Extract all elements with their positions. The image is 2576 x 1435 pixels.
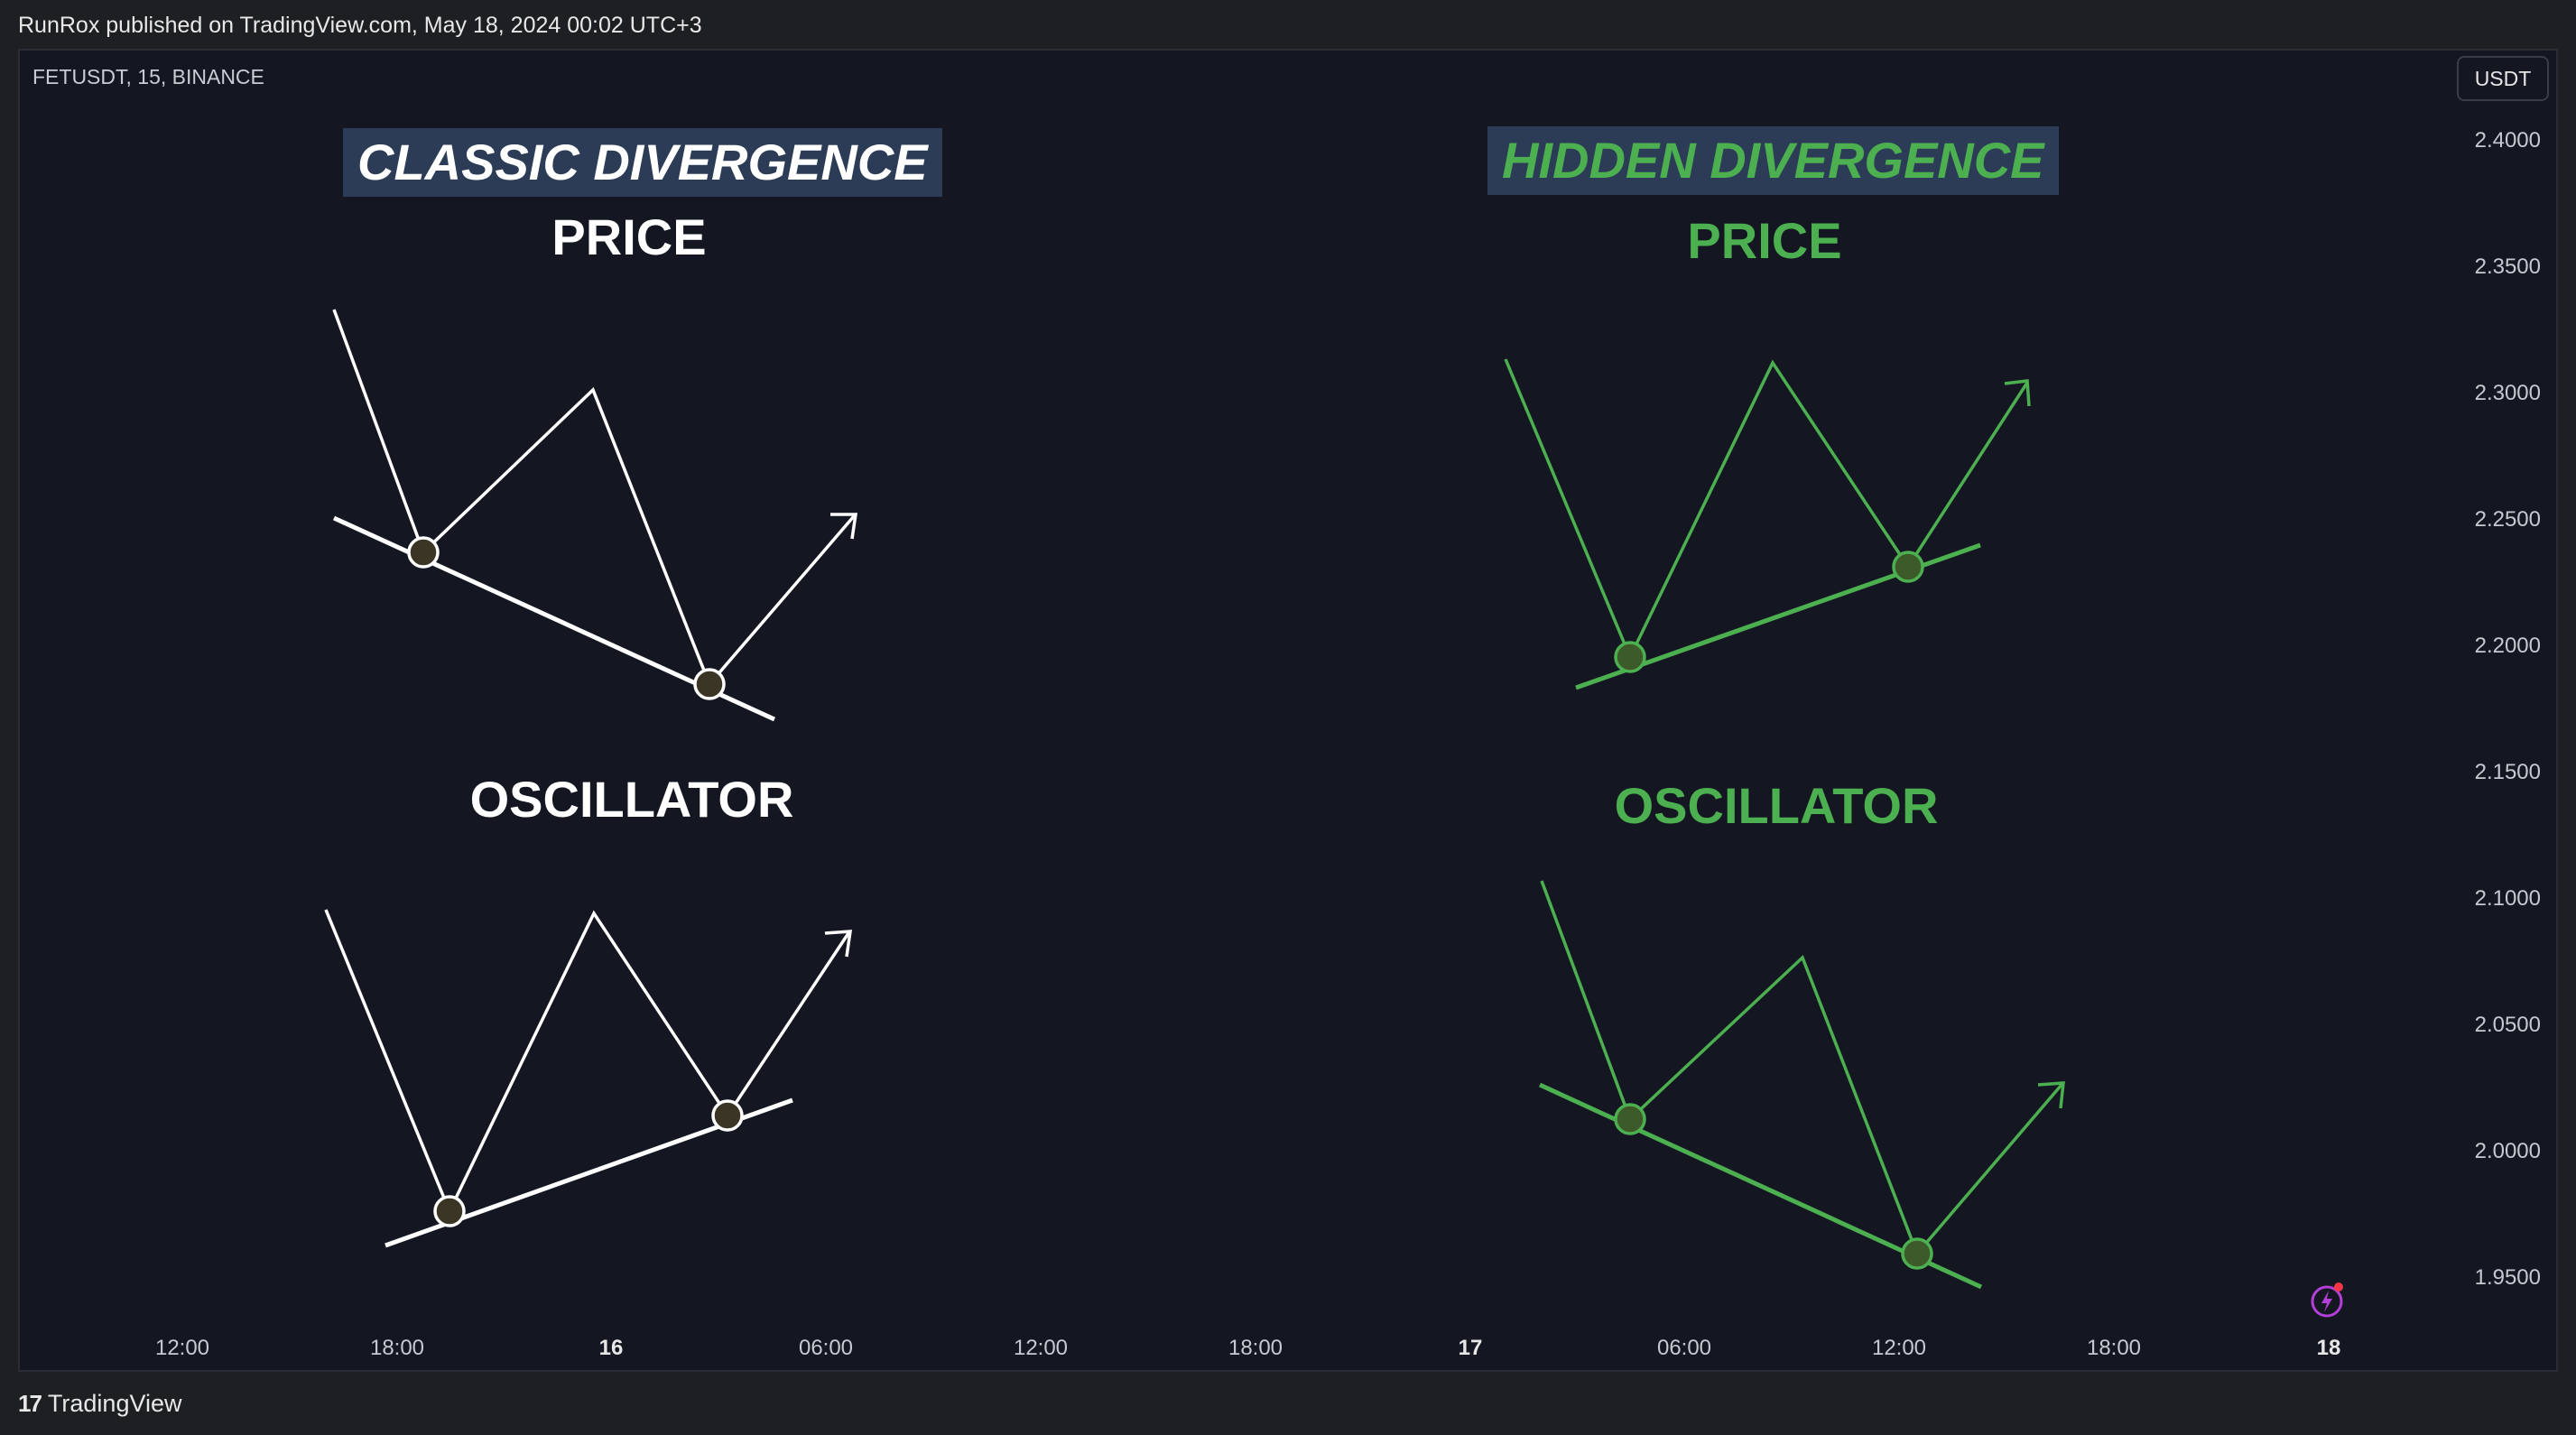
footer-bar	[0, 1372, 2576, 1435]
footer-brand: TradingView	[47, 1390, 182, 1417]
hidden-price-drawing	[1504, 358, 2031, 690]
time-axis-label: 12:00	[1013, 1336, 1069, 1360]
hidden-oscillator-drawing	[1538, 880, 2065, 1290]
currency-button[interactable]: USDT	[2457, 56, 2549, 101]
time-axis-label: 18:00	[2086, 1336, 2142, 1360]
tradingview-logo[interactable]: 17 TradingView	[18, 1390, 182, 1418]
symbol-label[interactable]: FETUSDT, 15, BINANCE	[32, 65, 264, 88]
time-axis-label: 18:00	[369, 1336, 425, 1360]
hidden-price-zigzag	[1504, 358, 2029, 662]
time-axis-label: 17	[1458, 1336, 1483, 1360]
hidden-oscillator-pivot-1	[1614, 1103, 1646, 1135]
published-info: RunRox published on TradingView.com, May…	[18, 13, 702, 38]
classic-oscillator-pivot-1	[433, 1195, 466, 1227]
hidden-divergence-title: HIDDEN DIVERGENCE	[1487, 126, 2059, 195]
price-axis-label: 2.0500	[2474, 1013, 2541, 1037]
time-axis-label: 16	[598, 1336, 624, 1360]
price-axis-label: 2.2000	[2474, 634, 2541, 658]
hidden-price-heading: PRICE	[1687, 212, 1842, 269]
classic-price-arrowhead	[830, 513, 858, 540]
classic-oscillator-drawing	[324, 909, 853, 1248]
time-axis-label: 12:00	[1871, 1336, 1927, 1360]
price-axis-label: 2.3000	[2474, 381, 2541, 405]
price-axis-label: 2.2500	[2474, 507, 2541, 532]
publish-header: RunRox published on TradingView.com, May…	[0, 0, 2576, 49]
classic-oscillator-heading: OSCILLATOR	[469, 771, 794, 828]
classic-price-zigzag	[332, 309, 856, 688]
classic-price-drawing	[332, 309, 858, 722]
price-axis-label: 1.9500	[2474, 1265, 2541, 1290]
classic-oscillator-zigzag	[324, 909, 850, 1216]
hidden-price-pivot-1	[1614, 641, 1646, 673]
price-axis-label: 2.1000	[2474, 886, 2541, 911]
classic-price-pivot-1	[407, 536, 440, 569]
time-axis-label: 18:00	[1228, 1336, 1283, 1360]
classic-price-pivot-2	[693, 668, 726, 700]
hidden-oscillator-zigzag	[1540, 880, 2063, 1257]
time-axis-label: 06:00	[798, 1336, 854, 1360]
hidden-price-arrowhead	[2004, 379, 2031, 407]
hidden-oscillator-heading: OSCILLATOR	[1614, 777, 1939, 834]
price-axis-label: 2.3500	[2474, 255, 2541, 279]
classic-oscillator-arrowhead	[824, 930, 853, 958]
price-axis-label: 2.1500	[2474, 760, 2541, 784]
classic-oscillator-pivot-2	[711, 1099, 744, 1132]
time-axis-label: 12:00	[154, 1336, 210, 1360]
price-axis-label: 2.0000	[2474, 1139, 2541, 1163]
price-axis-label: 2.4000	[2474, 128, 2541, 153]
classic-price-heading: PRICE	[551, 208, 707, 265]
tradingview-logo-icon: 17	[18, 1390, 42, 1417]
lightning-icon[interactable]	[2309, 1282, 2345, 1318]
hidden-oscillator-pivot-2	[1901, 1237, 1933, 1270]
chart-pane[interactable]	[18, 49, 2558, 1372]
time-axis-label: 06:00	[1656, 1336, 1712, 1360]
hidden-oscillator-arrowhead	[2037, 1081, 2065, 1109]
time-axis-label: 18	[2316, 1336, 2341, 1360]
classic-divergence-title: CLASSIC DIVERGENCE	[343, 128, 942, 197]
hidden-price-pivot-2	[1892, 551, 1924, 583]
